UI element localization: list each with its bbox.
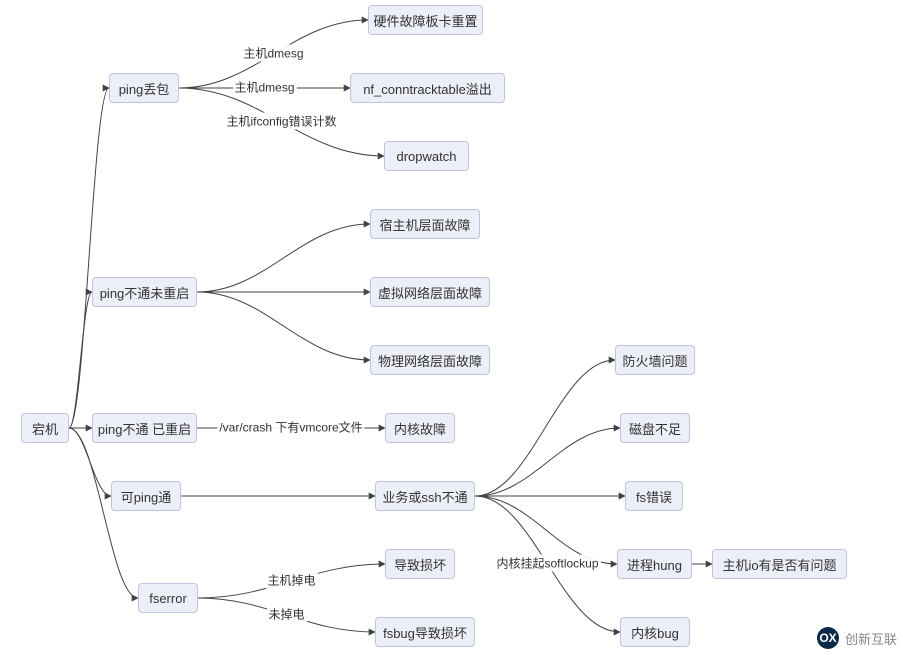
edge-ping_loss-hw_reset [179,20,368,88]
node-label: dropwatch [397,149,457,164]
node-ping_no_nr: ping不通未重启 [92,277,197,307]
node-disk_full: 磁盘不足 [620,413,690,443]
node-fsbug_dmg: fsbug导致损坏 [375,617,475,647]
watermark-logo: OX [817,627,839,649]
node-fs_err: fs错误 [625,481,683,511]
edge-label-ping_loss-hw_reset: 主机dmesg [241,45,305,62]
node-label: 进程hung [627,555,682,574]
edge-root-ping_loss [69,88,109,428]
node-label: fs错误 [636,487,672,506]
node-cause_dmg: 导致损坏 [385,549,455,579]
node-label: ping不通未重启 [100,283,190,302]
node-proc_hung: 进程hung [617,549,692,579]
node-host_io: 主机io有是否有问题 [712,549,847,579]
watermark: OX 创新互联 [817,627,897,649]
node-nf_ct: nf_conntracktable溢出 [350,73,505,103]
edge-root-ping_no_nr [69,292,92,428]
edge-svc_ssh-firewall [475,360,615,496]
node-kernel_bug: 内核bug [620,617,690,647]
edge-root-fserror [69,428,138,598]
edge-fserror-fsbug_dmg [198,598,375,632]
edge-ping_no_nr-host_fail [197,224,370,292]
node-vnet_fail: 虚拟网络层面故障 [370,277,490,307]
watermark-text: 创新互联 [845,629,897,648]
edge-label-fserror-fsbug_dmg: 未掉电 [266,606,306,623]
node-label: 内核bug [631,623,679,642]
node-label: 磁盘不足 [629,419,681,438]
edge-label-fserror-cause_dmg: 主机掉电 [265,572,317,589]
node-label: 物理网络层面故障 [378,351,482,370]
node-label: 业务或ssh不通 [382,487,467,506]
node-label: 可ping通 [121,487,172,506]
node-label: 防火墙问题 [623,351,688,370]
edge-svc_ssh-disk_full [475,428,620,496]
node-root: 宕机 [21,413,69,443]
node-firewall: 防火墙问题 [615,345,695,375]
node-ping_no_r: ping不通 已重启 [92,413,197,443]
node-label: 宿主机层面故障 [379,215,470,234]
node-label: ping丢包 [119,79,170,98]
node-ping_loss: ping丢包 [109,73,179,103]
node-label: fserror [149,591,187,606]
node-fserror: fserror [138,583,198,613]
node-kernel_fail: 内核故障 [385,413,455,443]
edge-label-ping_no_r-kernel_fail: /var/crash 下有vmcore文件 [217,419,364,436]
node-svc_ssh: 业务或ssh不通 [375,481,475,511]
node-host_fail: 宿主机层面故障 [370,209,480,239]
edge-label-ping_loss-dropwatch: 主机ifconfig错误计数 [224,113,338,130]
node-ping_ok: 可ping通 [111,481,181,511]
edge-fserror-cause_dmg [198,564,385,598]
node-dropwatch: dropwatch [384,141,469,171]
node-label: fsbug导致损坏 [383,623,467,642]
node-pnet_fail: 物理网络层面故障 [370,345,490,375]
node-label: 宕机 [32,419,58,438]
node-label: 主机io有是否有问题 [722,555,836,574]
node-label: ping不通 已重启 [98,419,191,438]
edge-label-svc_ssh-kernel_bug: 内核挂起softlockup [494,555,600,572]
node-label: 导致损坏 [394,555,446,574]
node-hw_reset: 硬件故障板卡重置 [368,5,483,35]
edge-svc_ssh-proc_hung [475,496,617,564]
edge-ping_no_nr-pnet_fail [197,292,370,360]
edge-label-ping_loss-nf_ct: 主机dmesg [232,79,296,96]
node-label: 硬件故障板卡重置 [374,11,478,30]
node-label: nf_conntracktable溢出 [363,79,492,98]
node-label: 内核故障 [394,419,446,438]
node-label: 虚拟网络层面故障 [378,283,482,302]
edge-svc_ssh-kernel_bug [475,496,620,632]
